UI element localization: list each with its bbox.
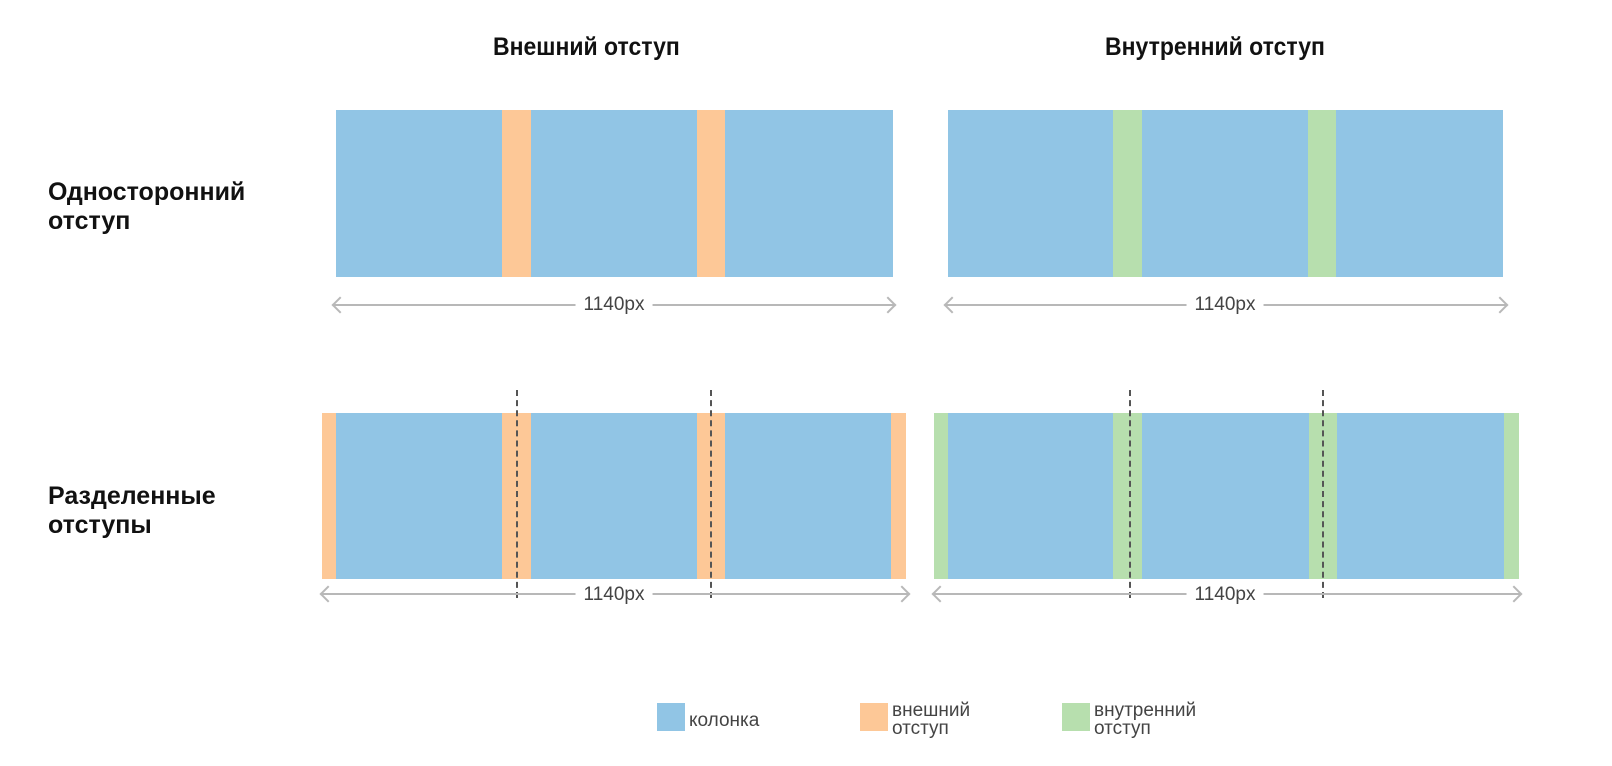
column-boundary-line [516, 390, 518, 598]
columns-area [948, 110, 1503, 277]
width-label: 1140px [1186, 294, 1264, 316]
columns-area [322, 413, 906, 579]
inner-gutter [1504, 413, 1519, 579]
outer-gutter [502, 110, 531, 277]
row-label-split: Разделенные отступы [48, 482, 216, 539]
legend-label-column: колонка [689, 710, 760, 731]
width-label: 1140px [575, 584, 653, 606]
inner-gutter [1308, 110, 1336, 277]
legend-swatch-column [657, 703, 685, 731]
column-boundary-line [1129, 390, 1131, 598]
width-label: 1140px [575, 294, 653, 316]
header-inner-padding: Внутренний отступ [1105, 33, 1325, 61]
legend-label-inner: внутренний отступ [1094, 700, 1197, 739]
header-outer-margin: Внешний отступ [493, 33, 680, 61]
column-boundary-line [710, 390, 712, 598]
row-label-one-sided: Односторонний отступ [48, 178, 246, 235]
column-boundary-line [1322, 390, 1324, 598]
legend-label-outer: внешний отступ [892, 700, 971, 739]
legend-swatch-inner [1062, 703, 1090, 731]
width-label: 1140px [1186, 584, 1264, 606]
inner-gutter [1113, 413, 1142, 579]
columns-area [934, 413, 1519, 579]
outer-gutter [697, 110, 725, 277]
inner-gutter [1113, 110, 1142, 277]
outer-gutter [322, 413, 336, 579]
outer-gutter [891, 413, 906, 579]
inner-gutter [934, 413, 948, 579]
columns-area [336, 110, 893, 277]
legend-swatch-outer [860, 703, 888, 731]
